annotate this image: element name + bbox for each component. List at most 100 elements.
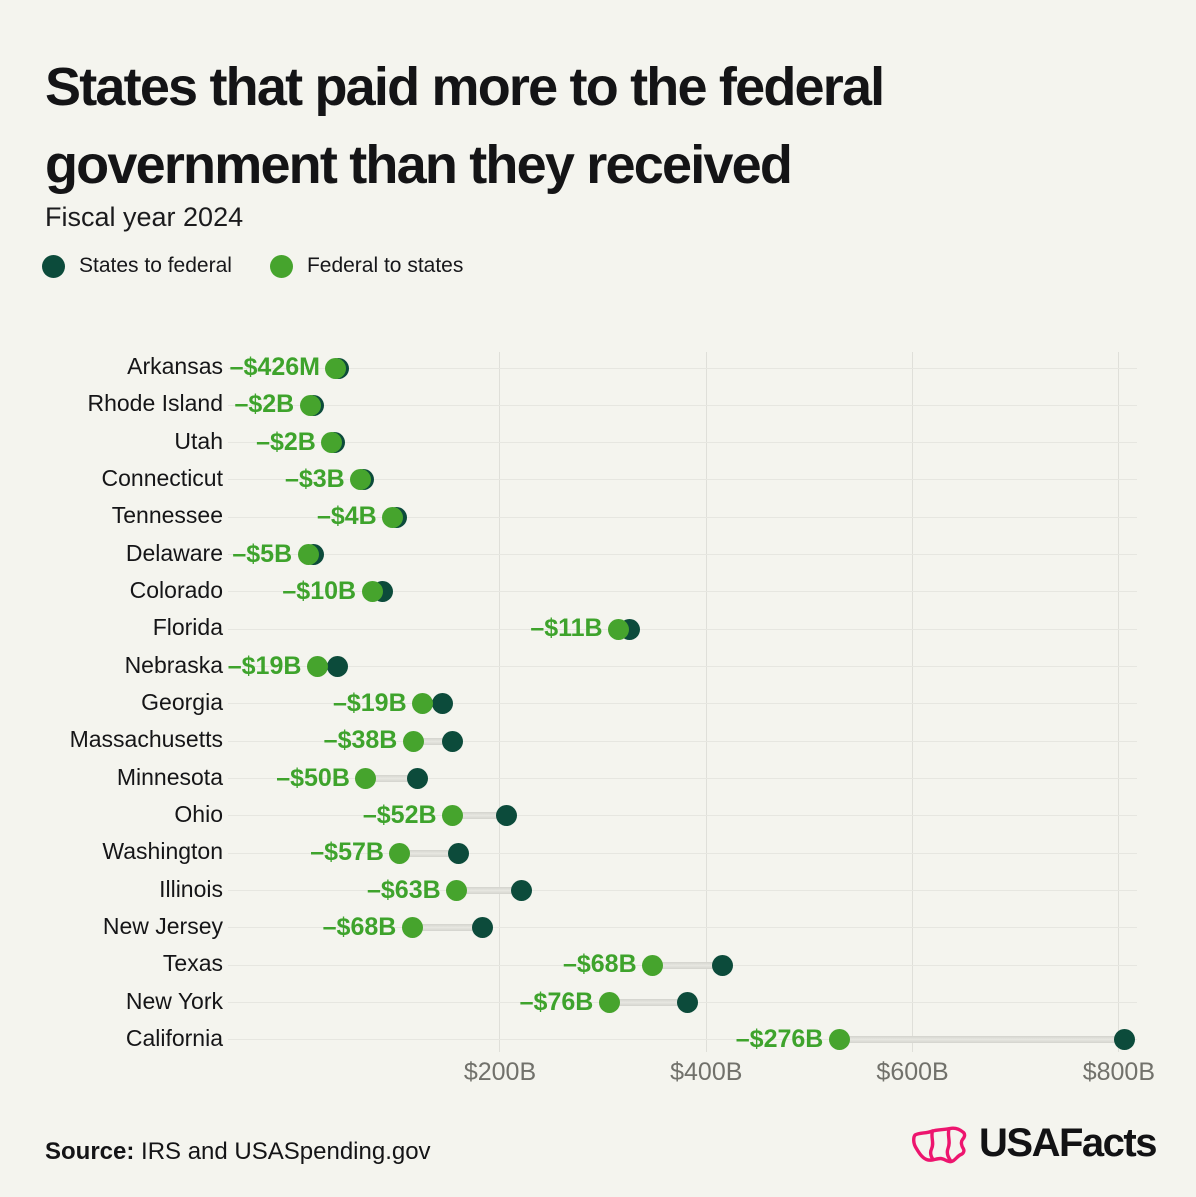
state-label: Washington [102, 838, 223, 865]
dot-federal-to-states [325, 357, 347, 379]
dot-federal-to-states [828, 1029, 850, 1051]
state-label: Utah [174, 427, 223, 454]
diff-label: –$4B [316, 502, 377, 531]
dot-federal-to-states [355, 768, 377, 790]
diff-label: –$2B [256, 427, 316, 456]
dot-federal-to-states [608, 618, 630, 640]
state-label: New York [125, 987, 223, 1014]
source-label: Source: [45, 1138, 135, 1165]
state-label: Georgia [141, 688, 223, 715]
x-tick-label: $400B [670, 1058, 743, 1086]
state-label: Ohio [174, 800, 223, 827]
connector [609, 999, 688, 1007]
state-label: Massachusetts [69, 726, 223, 753]
state-label: Arkansas [127, 353, 223, 379]
dot-federal-to-states [389, 842, 411, 864]
row-gridline [228, 666, 1137, 668]
state-label: Tennessee [111, 502, 223, 529]
diff-label: –$52B [362, 800, 437, 829]
dot-federal-to-states [598, 992, 620, 1014]
row-gridline [228, 404, 1137, 406]
diff-label: –$19B [332, 688, 407, 717]
dot-states-to-federal [471, 917, 493, 939]
dot-federal-to-states [297, 544, 319, 566]
row-gridline [228, 927, 1137, 929]
row-gridline [228, 367, 1137, 369]
connector [652, 961, 723, 969]
state-label: Illinois [159, 875, 223, 902]
dot-federal-to-states [361, 581, 383, 603]
dot-federal-to-states [299, 394, 321, 416]
x-gridline [1118, 352, 1120, 1052]
row-gridline [228, 815, 1137, 817]
legend-item-states-to-federal: States to federal [42, 254, 232, 278]
x-tick-label: $600B [876, 1058, 949, 1086]
legend: States to federal Federal to states [42, 254, 463, 278]
dot-states-to-federal [448, 842, 470, 864]
connector [456, 887, 522, 895]
state-label: Rhode Island [87, 390, 223, 417]
diff-label: –$3B [284, 464, 345, 493]
dot-federal-to-states [382, 506, 404, 528]
source-text: IRS and USASpending.gov [134, 1138, 431, 1165]
connector [413, 737, 453, 745]
states-to-federal-dot-icon [42, 254, 65, 278]
x-gridline [705, 352, 707, 1052]
dot-states-to-federal [406, 768, 428, 790]
usafacts-logo: USAFacts [911, 1120, 1157, 1166]
dot-states-to-federal [677, 992, 699, 1014]
dot-states-to-federal [431, 693, 453, 715]
dot-states-to-federal [511, 880, 533, 902]
diff-label: –$5B [232, 539, 293, 568]
row-gridline [228, 628, 1137, 630]
state-label: Minnesota [116, 763, 223, 790]
state-label: Colorado [129, 576, 223, 603]
state-label: New Jersey [102, 912, 223, 939]
dot-federal-to-states [412, 693, 434, 715]
legend-label: Federal to states [306, 254, 464, 277]
x-gridline [499, 352, 501, 1052]
dot-states-to-federal [712, 954, 734, 976]
legend-label: States to federal [79, 254, 232, 277]
dot-states-to-federal [326, 656, 348, 678]
brand-wordmark: USAFacts [979, 1120, 1157, 1165]
diff-label: –$76B [519, 987, 594, 1016]
row-gridline [228, 703, 1137, 705]
connector [839, 1036, 1125, 1044]
diff-label: –$38B [323, 726, 398, 755]
state-label: Delaware [125, 539, 223, 566]
dot-federal-to-states [401, 917, 423, 939]
dot-states-to-federal [495, 805, 517, 827]
row-gridline [228, 852, 1137, 854]
row-gridline [228, 890, 1137, 892]
state-label: California [125, 1024, 223, 1051]
connector [365, 775, 418, 783]
x-tick-label: $800B [1082, 1058, 1156, 1086]
row-gridline [228, 442, 1137, 444]
federal-to-states-dot-icon [269, 254, 293, 278]
x-tick-label: $200B [463, 1058, 537, 1086]
connector [452, 812, 507, 820]
chart-title: States that paid more to the federal gov… [45, 57, 885, 195]
dot-federal-to-states [350, 469, 372, 491]
diff-label: –$50B [276, 763, 350, 792]
row-gridline [228, 554, 1137, 556]
diff-label: –$19B [227, 651, 302, 680]
state-label: Texas [162, 950, 223, 977]
connector [399, 849, 459, 857]
row-gridline [228, 740, 1137, 742]
diff-label: –$63B [367, 875, 441, 904]
row-gridline [228, 591, 1137, 593]
state-label: Florida [152, 614, 223, 641]
row-gridline [228, 516, 1137, 518]
usafacts-map-icon [912, 1126, 967, 1164]
diff-label: –$276B [735, 1024, 824, 1053]
dot-states-to-federal [1113, 1029, 1135, 1051]
diff-label: –$68B [322, 912, 397, 941]
dot-federal-to-states [642, 954, 664, 976]
state-label: Nebraska [124, 651, 223, 678]
dot-federal-to-states [442, 805, 464, 827]
dot-federal-to-states [306, 656, 328, 678]
